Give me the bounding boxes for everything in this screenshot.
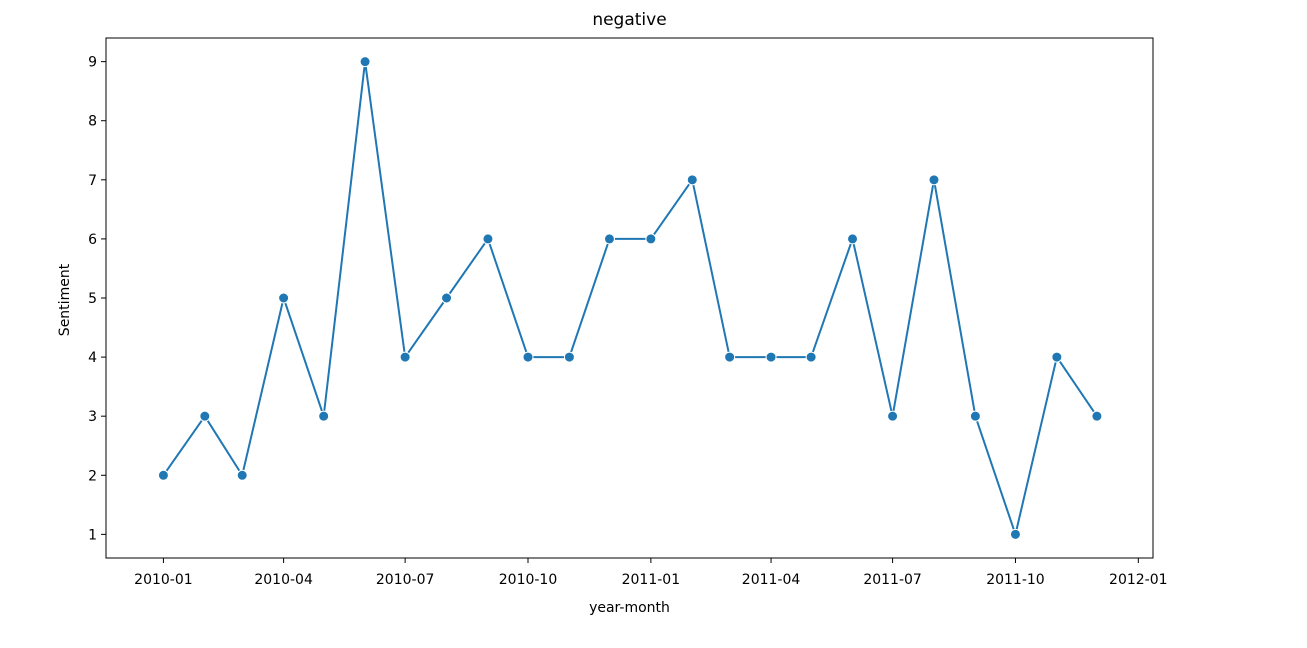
data-point — [969, 410, 981, 422]
data-point — [199, 410, 211, 422]
x-tick-label: 2010-04 — [254, 572, 313, 588]
data-point — [1051, 351, 1063, 363]
chart-title: negative — [592, 10, 666, 30]
x-tick-label: 2011-10 — [986, 572, 1045, 588]
data-point — [724, 351, 736, 363]
data-point — [359, 56, 371, 68]
data-point — [318, 410, 330, 422]
x-tick-label: 2010-01 — [134, 572, 193, 588]
data-point — [847, 233, 859, 245]
data-point — [887, 410, 899, 422]
x-tick-label: 2010-10 — [499, 572, 558, 588]
data-point — [645, 233, 657, 245]
y-tick-label: 8 — [88, 114, 97, 130]
y-tick-label: 1 — [88, 527, 97, 543]
series-layer — [157, 56, 1103, 540]
data-point — [482, 233, 494, 245]
y-axis: 1 2 3 4 5 6 7 8 9 — [88, 55, 106, 543]
data-point — [399, 351, 411, 363]
x-axis: 2010-01 2010-04 2010-07 2010-10 2011-01 2011-… — [134, 558, 1168, 588]
data-point — [563, 351, 575, 363]
data-point — [686, 174, 698, 186]
y-axis-label: Sentiment — [57, 263, 73, 336]
y-tick-label: 5 — [88, 291, 97, 307]
x-tick-label: 2012-01 — [1109, 572, 1168, 588]
y-tick-label: 3 — [88, 409, 97, 425]
x-tick-label: 2011-01 — [622, 572, 681, 588]
data-point — [441, 292, 453, 304]
data-point — [236, 469, 248, 481]
x-tick-label: 2011-07 — [863, 572, 922, 588]
data-point — [157, 469, 169, 481]
data-point — [765, 351, 777, 363]
series-line — [162, 60, 1098, 536]
data-point — [522, 351, 534, 363]
plot-area — [105, 37, 1154, 559]
x-tick-label: 2010-07 — [376, 572, 435, 588]
y-tick-label: 4 — [88, 350, 97, 366]
data-point — [603, 233, 615, 245]
data-point — [278, 292, 290, 304]
x-axis-label: year-month — [589, 600, 670, 616]
y-tick-label: 6 — [88, 232, 97, 248]
data-point — [805, 351, 817, 363]
data-point — [1009, 528, 1021, 540]
x-tick-label: 2011-04 — [742, 572, 801, 588]
data-point — [1091, 410, 1103, 422]
y-tick-label: 9 — [88, 55, 97, 71]
y-tick-label: 2 — [88, 468, 97, 484]
y-tick-label: 7 — [88, 173, 97, 189]
data-point — [928, 174, 940, 186]
